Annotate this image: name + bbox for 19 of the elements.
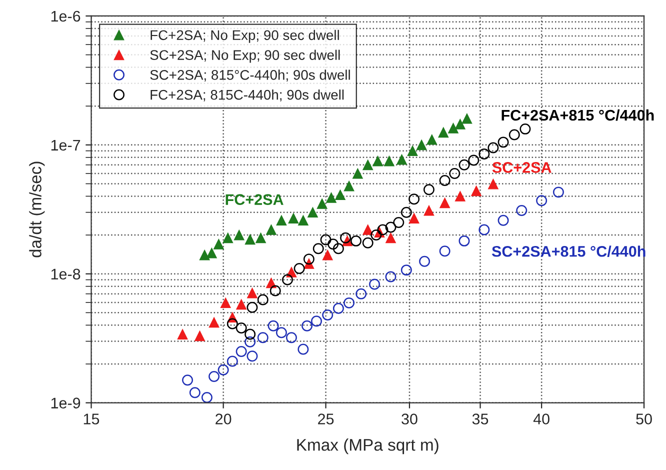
x-tick-label: 25 (318, 414, 334, 424)
x-tick-label: 40 (533, 414, 550, 424)
y-tick-label: 1e-7 (51, 140, 80, 151)
x-tick-label: 35 (472, 414, 488, 424)
legend-label: FC+2SA; 815C-440h; 90s dwell (150, 90, 344, 102)
y-tick-label: 1e-8 (51, 268, 80, 280)
x-tick-label: 30 (402, 414, 418, 424)
x-tick-label: 20 (216, 414, 232, 424)
x-axis-title: Kmax (MPa sqrt m) (297, 438, 438, 454)
x-tick-label: 15 (84, 414, 100, 424)
legend-label: FC+2SA; No Exp; 90 sec dwell (150, 30, 339, 43)
x-tick-label: 50 (636, 414, 652, 424)
annotation: FC+2SA (226, 194, 284, 205)
y-tick-label: 1e-9 (51, 398, 80, 408)
y-tick-label: 1e-6 (51, 10, 80, 22)
y-axis-title: da/dt (m/sec) (29, 162, 45, 258)
legend-label: SC+2SA; 815°C-440h; 90s dwell (150, 70, 350, 82)
annotation: SC+2SA (492, 162, 552, 173)
legend-label: SC+2SA; No Exp; 90 sec dwell (150, 50, 340, 63)
